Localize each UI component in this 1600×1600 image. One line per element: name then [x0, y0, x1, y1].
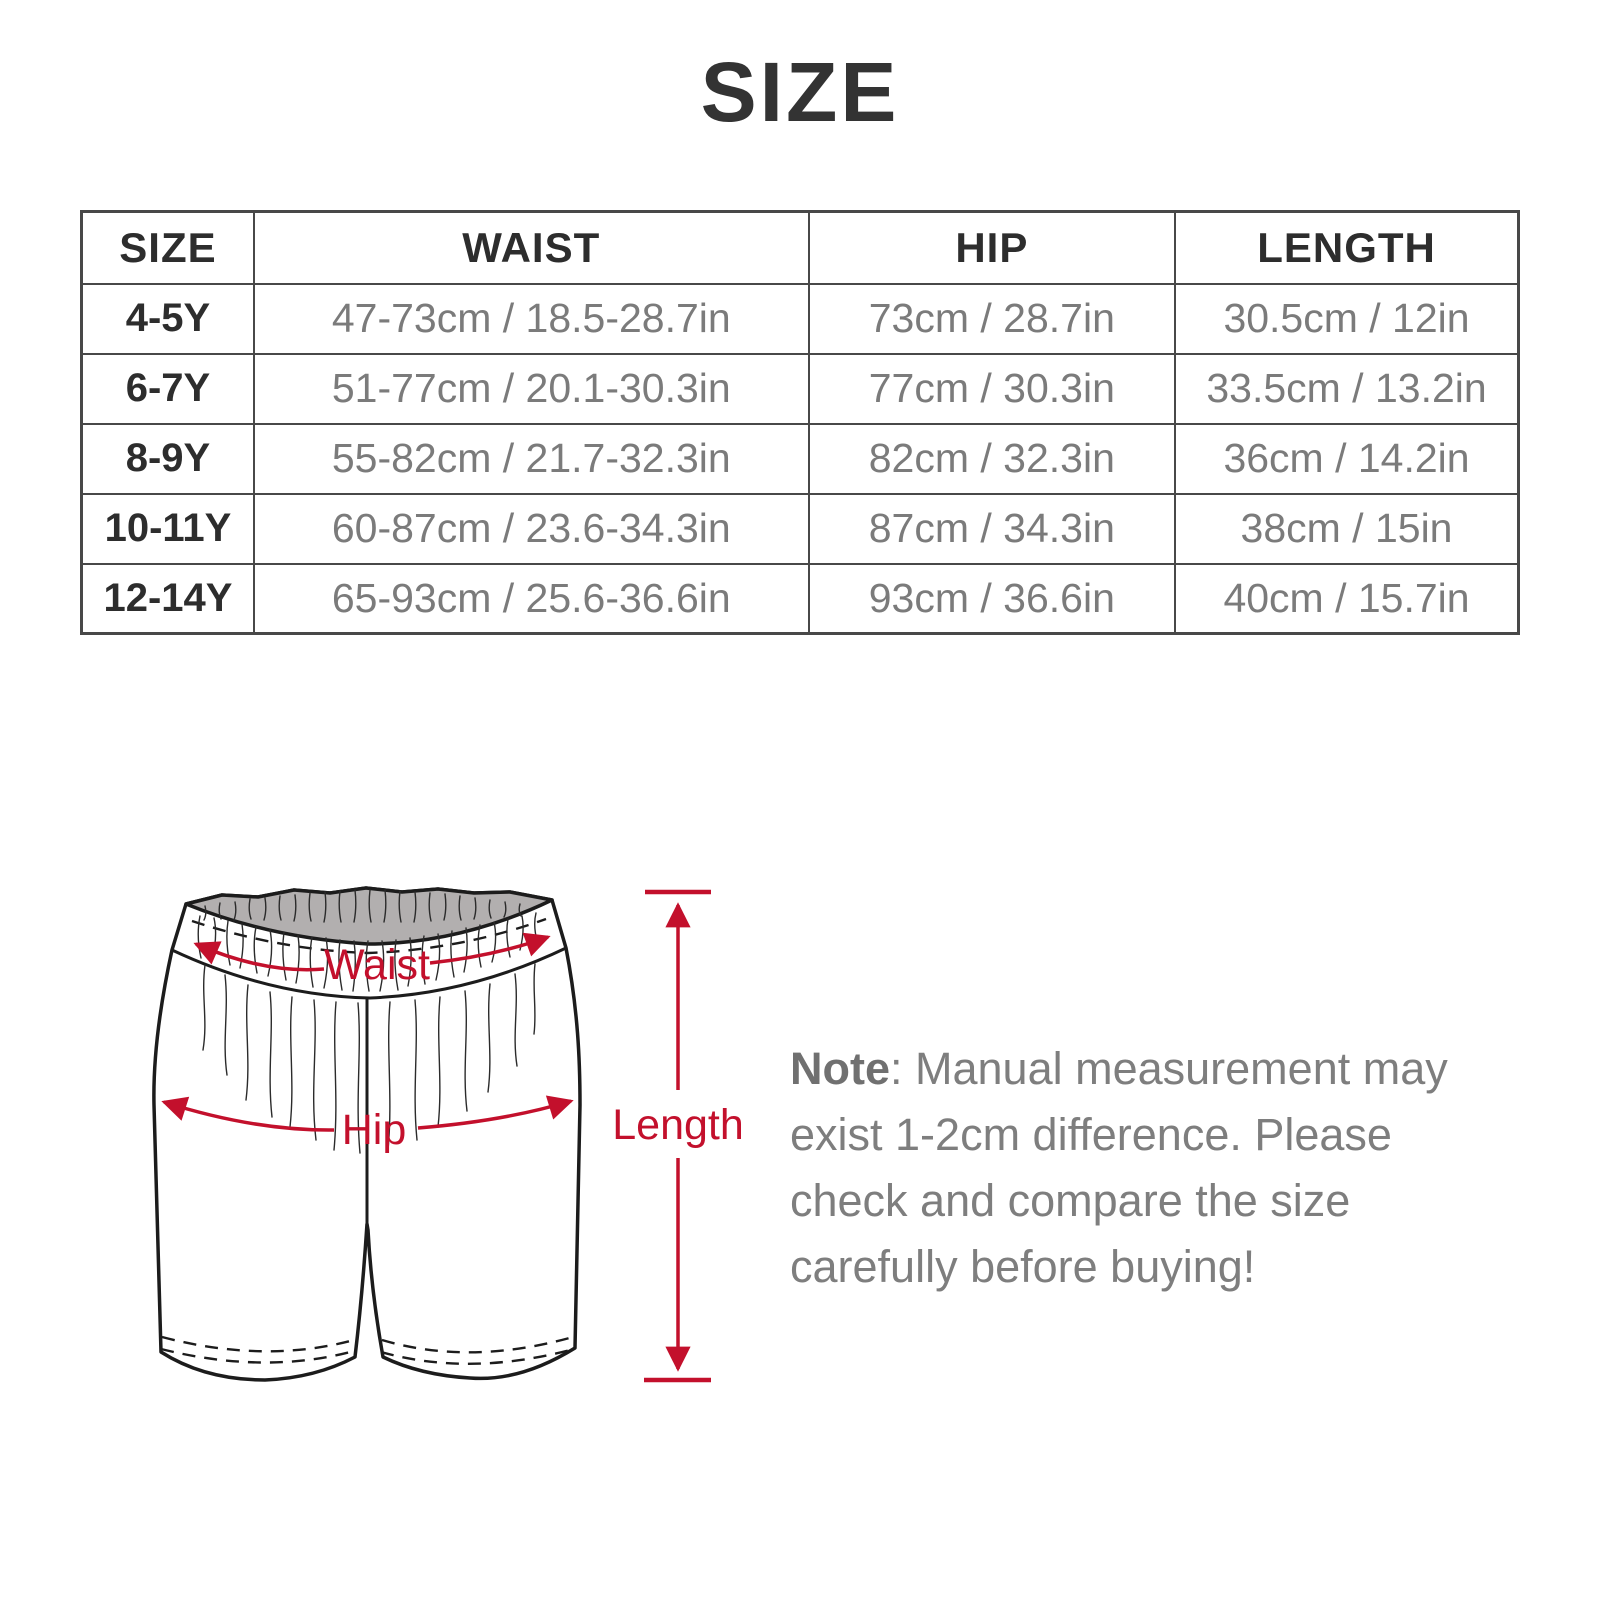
- fabric-wrinkles: [202, 963, 536, 1154]
- waistband-gathers: [197, 912, 538, 992]
- header-hip: HIP: [807, 210, 1177, 285]
- left-hem-stitches: [160, 1335, 355, 1364]
- size-cell: 8-9Y: [80, 422, 255, 495]
- header-size: SIZE: [80, 210, 255, 285]
- waist-cell: 51-77cm / 20.1-30.3in: [252, 352, 810, 425]
- hip-cell: 87cm / 34.3in: [807, 492, 1177, 565]
- waistband-bottom-seam: [170, 946, 568, 1000]
- waistband: [184, 886, 554, 946]
- length-label: Length: [612, 1101, 744, 1149]
- right-hem-stitches: [380, 1335, 575, 1365]
- hip-cell: 73cm / 28.7in: [807, 282, 1177, 355]
- size-cell: 10-11Y: [80, 492, 255, 565]
- table-header-row: SIZE WAIST HIP LENGTH: [80, 210, 1520, 285]
- size-cell: 6-7Y: [80, 352, 255, 425]
- length-cell: 40cm / 15.7in: [1174, 562, 1520, 635]
- length-cell: 36cm / 14.2in: [1174, 422, 1520, 495]
- size-cell: 12-14Y: [80, 562, 255, 635]
- size-table: SIZE WAIST HIP LENGTH 4-5Y 47-73cm / 18.…: [80, 210, 1520, 635]
- waist-arrow: [193, 932, 551, 972]
- note-label: Note: [790, 1043, 890, 1094]
- table-row: 10-11Y 60-87cm / 23.6-34.3in 87cm / 34.3…: [80, 492, 1520, 565]
- table-row: 8-9Y 55-82cm / 21.7-32.3in 82cm / 32.3in…: [80, 422, 1520, 495]
- waistband-gathers-top: [203, 889, 522, 923]
- waistband-stitch-line: [191, 917, 547, 955]
- size-cell: 4-5Y: [80, 282, 255, 355]
- note-text: Note: Manual measurement may exist 1-2cm…: [790, 1036, 1490, 1300]
- table-row: 12-14Y 65-93cm / 25.6-36.6in 93cm / 36.6…: [80, 562, 1520, 635]
- waist-cell: 55-82cm / 21.7-32.3in: [252, 422, 810, 495]
- length-arrow: [644, 889, 711, 1383]
- hip-cell: 77cm / 30.3in: [807, 352, 1177, 425]
- header-waist: WAIST: [252, 210, 810, 285]
- table-row: 4-5Y 47-73cm / 18.5-28.7in 73cm / 28.7in…: [80, 282, 1520, 355]
- shorts-diagram: Waist Hip Length: [152, 886, 744, 1383]
- table-row: 6-7Y 51-77cm / 20.1-30.3in 77cm / 30.3in…: [80, 352, 1520, 425]
- hip-cell: 93cm / 36.6in: [807, 562, 1177, 635]
- hip-arrow: [161, 1095, 574, 1132]
- waist-cell: 65-93cm / 25.6-36.6in: [252, 562, 810, 635]
- waist-cell: 60-87cm / 23.6-34.3in: [252, 492, 810, 565]
- hip-label: Hip: [342, 1106, 407, 1154]
- waist-cell: 47-73cm / 18.5-28.7in: [252, 282, 810, 355]
- page-title: SIZE: [700, 45, 900, 139]
- length-cell: 33.5cm / 13.2in: [1174, 352, 1520, 425]
- waist-label: Waist: [324, 941, 430, 989]
- hip-cell: 82cm / 32.3in: [807, 422, 1177, 495]
- length-cell: 30.5cm / 12in: [1174, 282, 1520, 355]
- header-length: LENGTH: [1174, 210, 1520, 285]
- note-body: : Manual measurement may exist 1-2cm dif…: [790, 1043, 1448, 1292]
- length-cell: 38cm / 15in: [1174, 492, 1520, 565]
